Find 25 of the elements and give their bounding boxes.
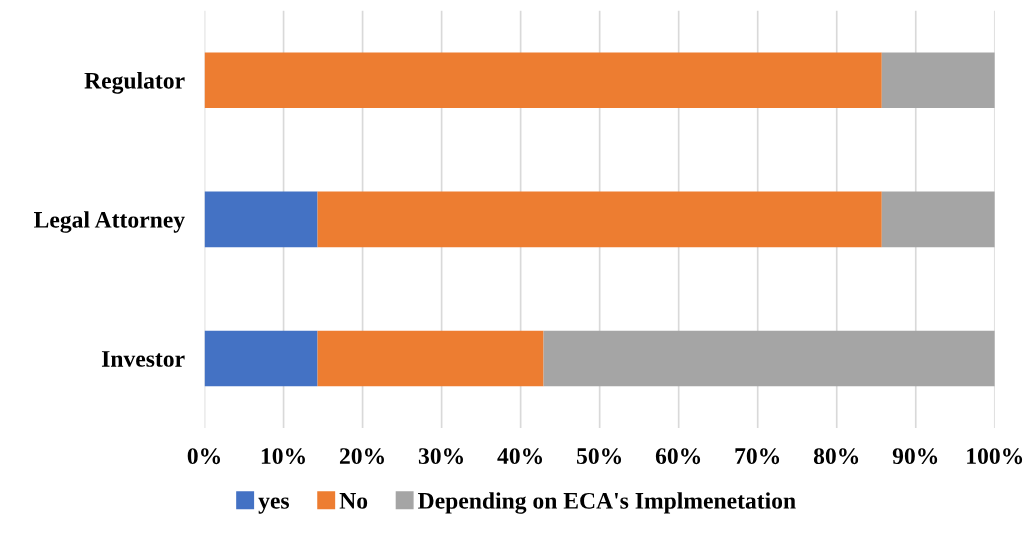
bar	[881, 52, 995, 109]
x-tick-label: 40%	[497, 448, 543, 465]
bar	[881, 191, 995, 248]
x-tick-label: 90%	[892, 448, 938, 465]
legend-label: yes	[258, 497, 290, 514]
y-tick-label: Regulator	[84, 72, 185, 94]
bar	[204, 52, 882, 109]
x-tick-label: 0%	[187, 448, 221, 465]
x-tick-label: 20%	[339, 448, 384, 465]
x-tick-label: 100%	[967, 448, 1023, 465]
legend-label: No	[339, 493, 368, 509]
bar	[317, 191, 882, 248]
bar	[543, 330, 995, 387]
bar	[317, 330, 544, 387]
bar	[204, 191, 318, 248]
x-tick-label: 80%	[813, 448, 859, 465]
x-tick-label: 10%	[261, 448, 305, 465]
legend-label: Depending on ECA's Implmenetation	[418, 492, 796, 514]
x-tick-label: 50%	[576, 448, 622, 465]
y-tick-label: Legal Attorney	[34, 211, 185, 233]
x-tick-label: 30%	[418, 448, 464, 465]
x-tick-label: 70%	[735, 448, 780, 465]
bar	[204, 330, 318, 387]
x-tick-label: 60%	[655, 448, 701, 465]
y-tick-label: Investor	[101, 351, 185, 367]
